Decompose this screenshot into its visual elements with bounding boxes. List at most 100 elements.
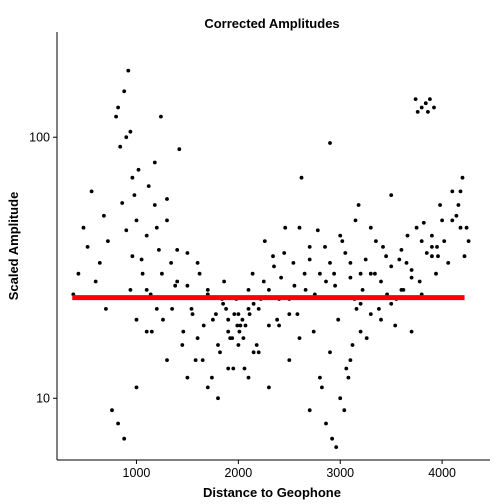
data-point: [381, 245, 385, 249]
data-point: [76, 271, 81, 276]
data-point: [426, 110, 430, 114]
data-point: [343, 251, 348, 255]
data-point: [122, 436, 127, 441]
data-point: [169, 261, 174, 265]
data-point: [348, 358, 353, 362]
data-point: [377, 307, 381, 311]
data-point: [346, 375, 351, 380]
data-point: [173, 283, 178, 288]
data-point: [405, 233, 410, 238]
data-point: [302, 271, 307, 276]
data-point: [154, 225, 159, 230]
data-point: [134, 317, 139, 322]
data-point: [342, 408, 347, 413]
data-point: [136, 167, 141, 172]
data-point: [114, 114, 118, 119]
data-point: [458, 189, 463, 194]
data-point: [251, 350, 256, 355]
data-point: [267, 288, 271, 292]
data-point: [201, 323, 206, 328]
y-tick-label: 10: [36, 392, 50, 406]
data-point: [134, 385, 139, 390]
data-point: [379, 279, 383, 284]
data-point: [211, 317, 215, 322]
data-point: [228, 336, 233, 340]
x-axis-title: Distance to Geophone: [203, 485, 341, 500]
data-point: [210, 375, 214, 380]
data-point: [374, 239, 378, 244]
data-point: [414, 225, 419, 230]
data-point: [279, 275, 283, 280]
data-point: [93, 279, 98, 284]
data-point: [130, 254, 135, 259]
data-point: [336, 317, 341, 322]
data-point: [193, 358, 198, 362]
data-point: [175, 248, 180, 252]
data-point: [218, 350, 222, 355]
data-point: [358, 329, 363, 334]
data-point: [251, 301, 256, 306]
data-point: [277, 323, 281, 328]
data-point: [399, 248, 404, 252]
data-point: [389, 301, 394, 306]
data-point: [368, 271, 373, 276]
data-point: [315, 228, 320, 233]
data-point: [404, 261, 409, 265]
data-point: [170, 307, 175, 311]
data-point: [224, 307, 229, 311]
data-point: [424, 251, 429, 255]
data-point: [363, 257, 368, 262]
data-point: [450, 189, 455, 194]
data-point: [344, 366, 349, 371]
data-point: [338, 233, 343, 238]
data-point: [287, 312, 292, 316]
data-point: [165, 197, 169, 201]
data-point: [118, 144, 123, 149]
data-point: [216, 343, 220, 347]
data-point: [454, 213, 459, 218]
data-point: [247, 312, 252, 316]
data-point: [177, 147, 182, 152]
data-point: [415, 110, 420, 114]
data-point: [384, 254, 388, 259]
data-point: [436, 254, 440, 259]
data-point: [180, 343, 185, 347]
data-point: [267, 385, 271, 390]
data-point: [291, 261, 296, 265]
data-point: [409, 329, 414, 334]
data-point: [190, 312, 195, 316]
data-point: [432, 105, 436, 110]
data-point: [246, 375, 251, 380]
data-point: [435, 245, 439, 249]
data-point: [261, 279, 266, 284]
data-point: [85, 245, 90, 249]
data-point: [165, 218, 169, 223]
data-point: [358, 271, 363, 276]
data-point: [240, 317, 245, 322]
data-point: [419, 105, 424, 110]
data-point: [128, 129, 133, 134]
data-points: [71, 68, 471, 449]
data-point: [330, 436, 334, 441]
data-point: [140, 271, 145, 276]
data-point: [364, 336, 369, 340]
data-point: [423, 101, 428, 106]
data-point: [97, 261, 102, 265]
data-point: [152, 160, 157, 165]
data-point: [195, 336, 200, 340]
data-point: [246, 307, 251, 311]
data-point: [320, 385, 324, 390]
data-point: [124, 135, 129, 140]
data-point: [226, 329, 231, 334]
data-point: [462, 254, 467, 259]
data-point: [122, 89, 127, 94]
data-point: [456, 203, 461, 207]
data-point: [324, 279, 328, 284]
data-point: [328, 141, 332, 145]
data-point: [246, 288, 251, 292]
data-point: [254, 343, 259, 347]
data-point: [350, 343, 355, 347]
data-point: [149, 329, 154, 334]
data-point: [430, 245, 434, 249]
